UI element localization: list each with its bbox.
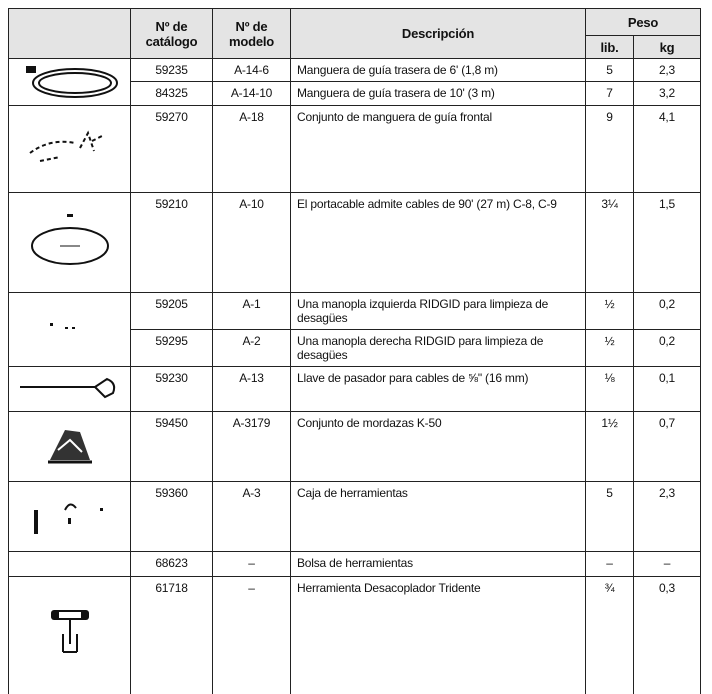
model-number: A-3: [212, 481, 291, 552]
weight-kg: 4,1: [633, 105, 701, 193]
table-row: 59360 A-3 Caja de herramientas 5 2,3: [8, 481, 701, 552]
weight-kg: 0,2: [633, 329, 701, 367]
catalog-number: 59210: [130, 192, 213, 293]
weight-kg: –: [633, 551, 701, 577]
weight-lb: 9: [585, 105, 634, 193]
catalog-header: Nº de catálogo: [130, 8, 213, 59]
parts-table: Nº de catálogo Nº de modelo Descripción …: [8, 8, 701, 694]
part-image: [8, 366, 131, 412]
weight-kg: 0,7: [633, 411, 701, 482]
table-row: 59450 A-3179 Conjunto de mordazas K-50 1½ 0,…: [8, 411, 701, 482]
catalog-number: 59450: [130, 411, 213, 482]
image-header: [8, 8, 131, 59]
weight-header: Peso: [585, 8, 701, 36]
part-image: [8, 481, 131, 552]
part-image: [8, 105, 131, 193]
lb-header: lib.: [585, 35, 634, 59]
table-row: 59270 A-18 Conjunto de manguera de guía fr…: [8, 105, 701, 193]
catalog-number: 59235: [130, 58, 213, 82]
part-image: [8, 576, 131, 694]
table-row: 68623– Bolsa de herramientas – –: [8, 551, 701, 577]
table-row: 59235 A-14-6 Manguera de guía trasera de 6…: [8, 58, 701, 106]
model-header: Nº de modelo: [212, 8, 291, 59]
description: Herramienta Desacoplador Tridente: [290, 576, 586, 694]
description: Conjunto de manguera de guía frontal: [290, 105, 586, 193]
weight-lb: ¾: [585, 576, 634, 694]
table-row: 84325 A-14-10 Manguera de guía trasera de …: [9, 81, 701, 106]
description: Caja de herramientas: [290, 481, 586, 552]
weight-kg: 0,1: [633, 366, 701, 412]
description: Bolsa de herramientas: [290, 551, 586, 577]
weight-lb: 3¼: [585, 192, 634, 293]
weight-lb: ½: [585, 292, 634, 330]
part-icon: [25, 65, 118, 98]
weight-kg: 2,3: [633, 58, 701, 82]
model-number: A-3179: [212, 411, 291, 482]
part-icon: [47, 430, 92, 464]
part-image: [8, 551, 131, 577]
weight-lb: 5: [585, 58, 634, 82]
weight-lb: 7: [585, 81, 634, 106]
weight-kg: 0,3: [633, 576, 701, 694]
description: Una manopla izquierda RIDGID para limpie…: [290, 292, 586, 330]
description: Manguera de guía trasera de 10' (3 m): [290, 81, 586, 106]
weight-lb: 5: [585, 481, 634, 552]
description: Manguera de guía trasera de 6' (1,8 m): [290, 58, 586, 82]
model-number: A-10: [212, 192, 291, 293]
part-icon: [28, 129, 102, 162]
description: Conjunto de mordazas K-50: [290, 411, 586, 482]
table-body: 59235 A-14-6 Manguera de guía trasera de 6…: [8, 58, 701, 694]
weight-kg: 2,3: [633, 481, 701, 552]
model-number: A-13: [212, 366, 291, 412]
table-row: 59205 A-1 Una manopla izquierda RIDGID par…: [8, 292, 701, 367]
part-icon: [50, 609, 89, 653]
weight-lb: –: [585, 551, 634, 577]
catalog-number: 59205: [130, 292, 213, 330]
table-row: 59230 A-13 Llave de pasador para cables de…: [8, 366, 701, 412]
weight-kg: 1,5: [633, 192, 701, 293]
description: Una manopla derecha RIDGID para limpieza…: [290, 329, 586, 367]
model-number: –: [212, 576, 291, 694]
model-number: A-18: [212, 105, 291, 193]
catalog-number: 61718: [130, 576, 213, 694]
part-icon: [33, 503, 103, 534]
description: El portacable admite cables de 90' (27 m…: [290, 192, 586, 293]
table-row: 59295 A-2 Una manopla derecha RIDGID para …: [9, 329, 701, 367]
part-icon: [19, 377, 115, 398]
weight-kg: 3,2: [633, 81, 701, 106]
catalog-number: 59295: [130, 329, 213, 367]
weight-lb: 1½: [585, 411, 634, 482]
part-image: [8, 411, 131, 482]
model-number: A-14-6: [212, 58, 291, 82]
model-number: A-2: [212, 329, 291, 367]
model-number: –: [212, 551, 291, 577]
model-number: A-1: [212, 292, 291, 330]
catalog-number: 59230: [130, 366, 213, 412]
table-row: 61718– Herramienta Desacoplador Tridente ¾…: [8, 576, 701, 694]
kg-header: kg: [633, 35, 701, 59]
table-row: 59210 A-10 El portacable admite cables de …: [8, 192, 701, 293]
part-image: [8, 58, 131, 106]
part-image: [8, 192, 131, 293]
weight-lb: ⅛: [585, 366, 634, 412]
weight-lb: ½: [585, 329, 634, 367]
catalog-number: 84325: [130, 81, 213, 106]
description-header: Descripción: [290, 8, 586, 59]
model-number: A-14-10: [212, 81, 291, 106]
catalog-number: 68623: [130, 551, 213, 577]
weight-kg: 0,2: [633, 292, 701, 330]
description: Llave de pasador para cables de ⅝" (16 m…: [290, 366, 586, 412]
catalog-number: 59270: [130, 105, 213, 193]
catalog-number: 59360: [130, 481, 213, 552]
part-icon: [49, 323, 75, 329]
part-image: [8, 292, 131, 367]
part-icon: [30, 214, 109, 265]
